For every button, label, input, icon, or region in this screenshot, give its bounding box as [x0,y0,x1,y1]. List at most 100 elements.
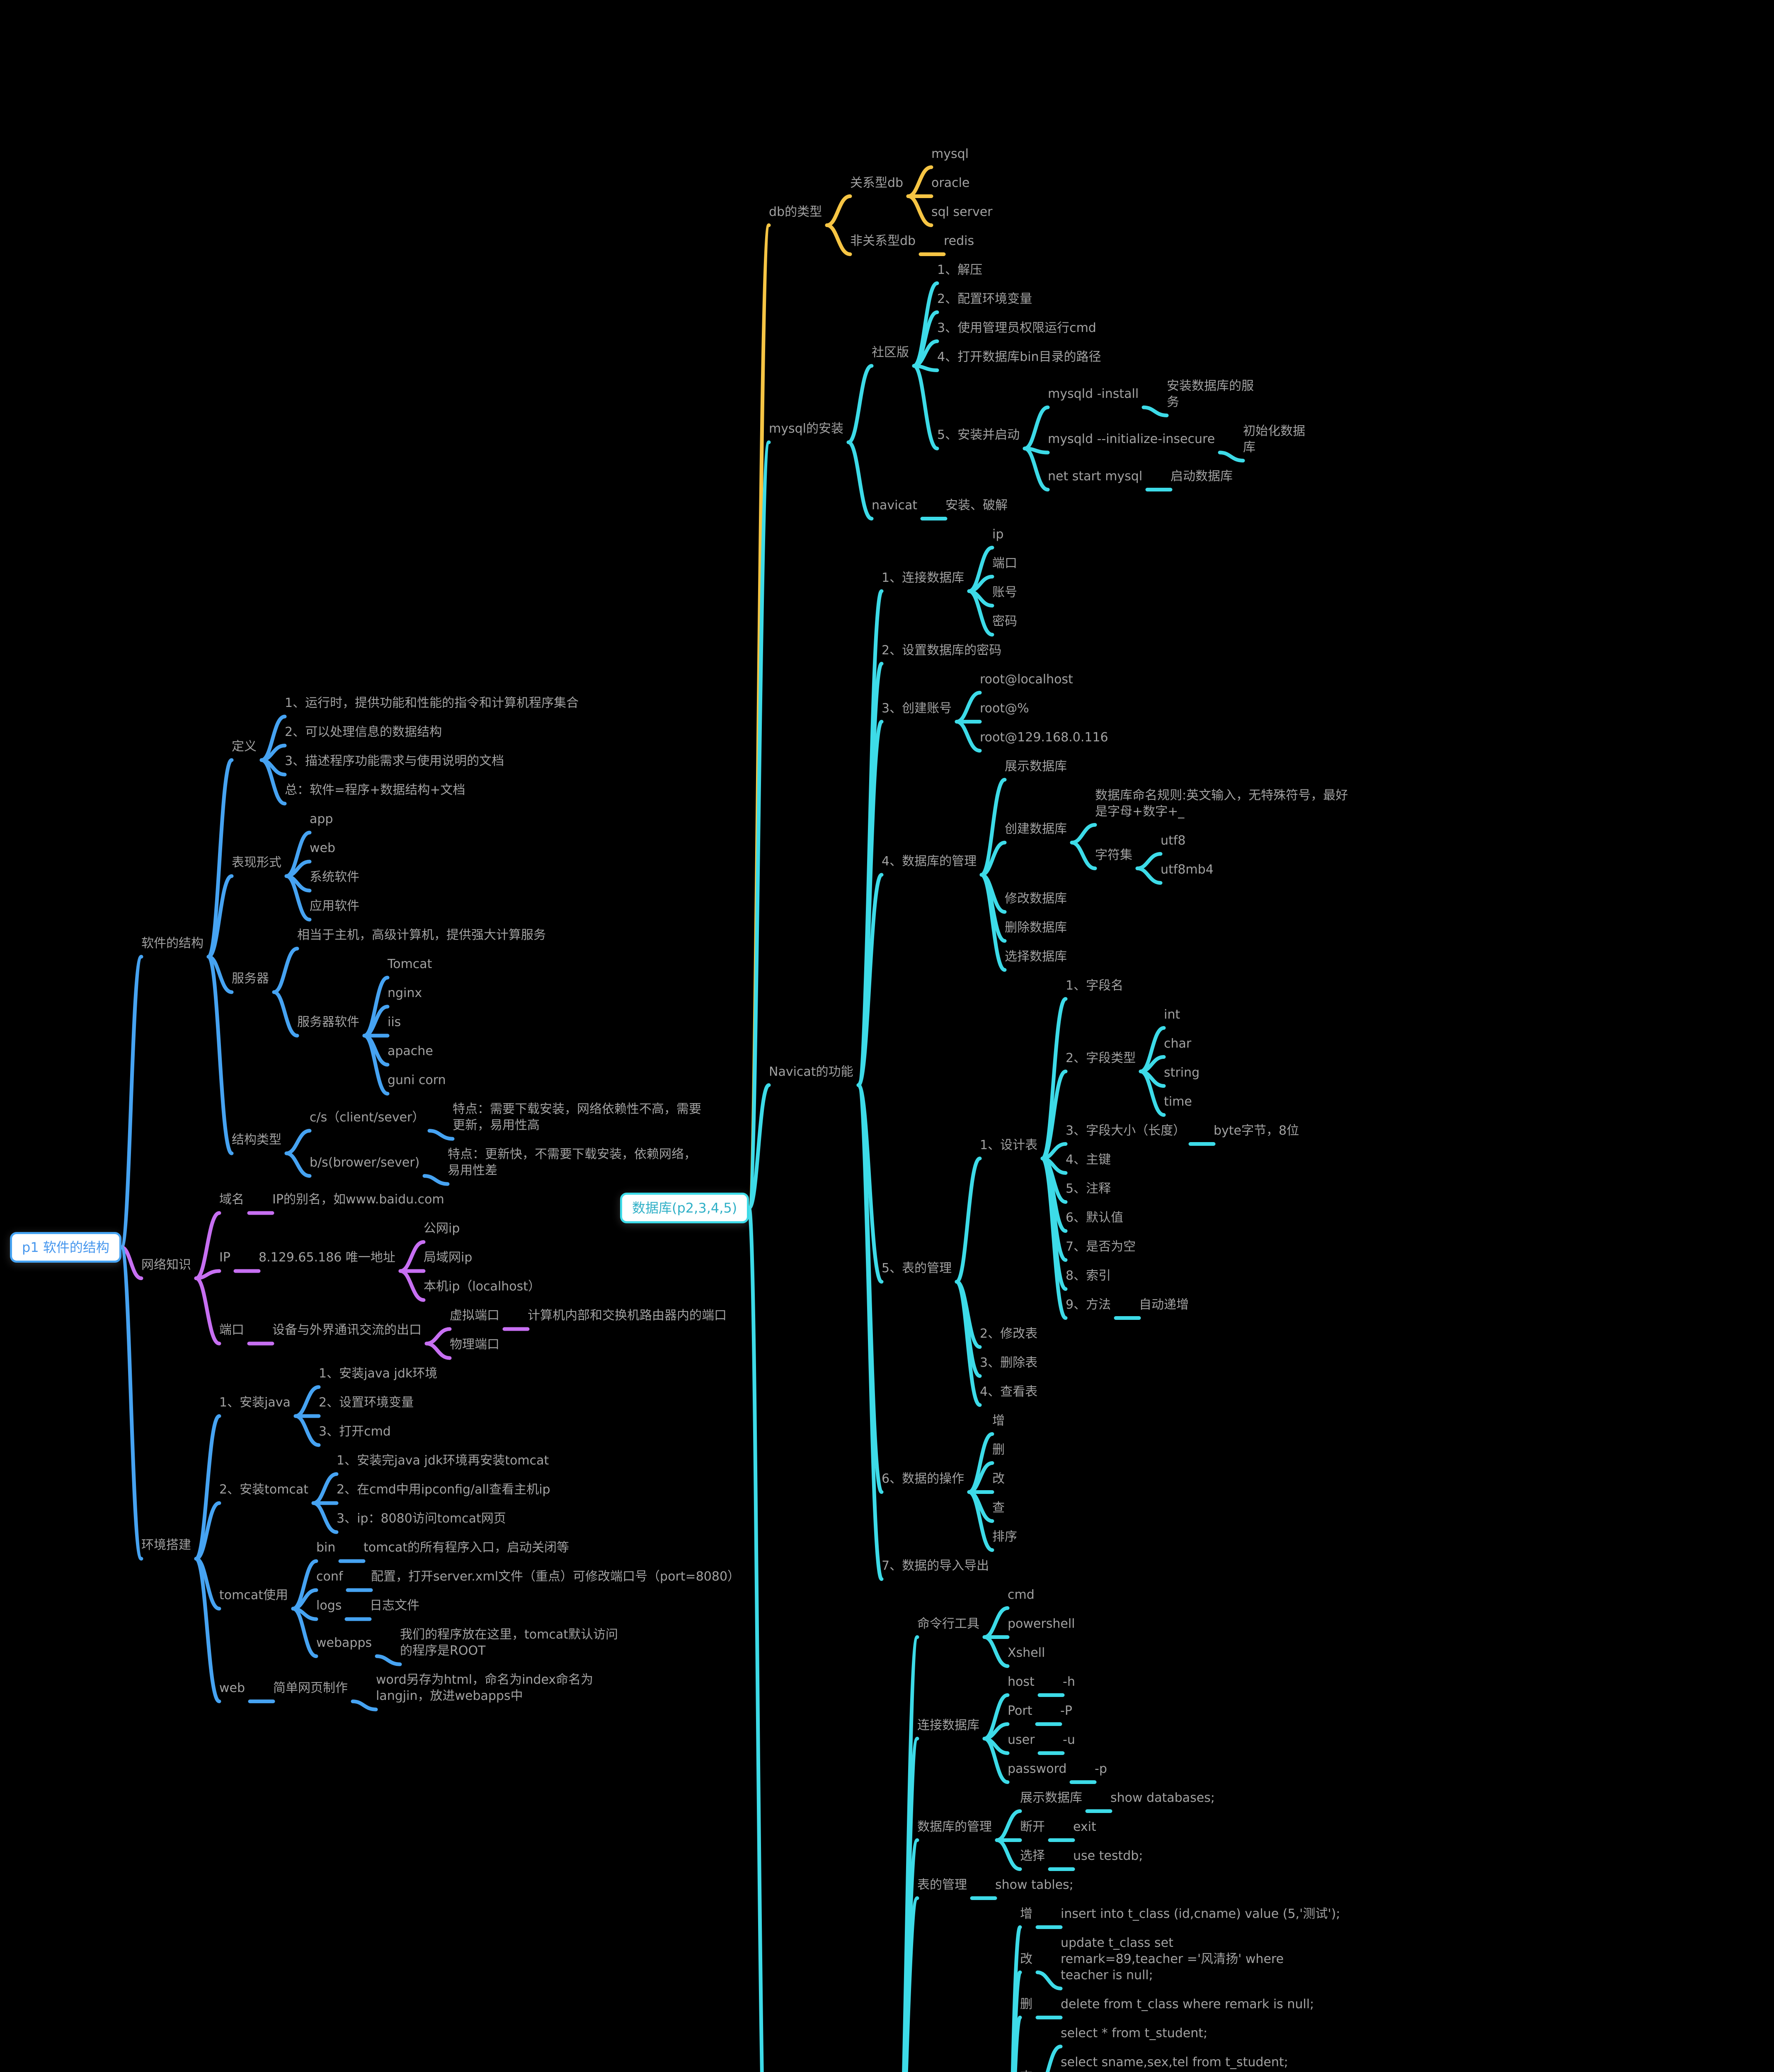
mindmap-node[interactable]: 改 [992,1471,1005,1486]
mindmap-node[interactable]: 启动数据库 [1171,469,1233,484]
mindmap-node[interactable]: use testdb; [1073,1848,1143,1863]
mindmap-node[interactable]: byte字节，8位 [1214,1123,1299,1138]
mindmap-node[interactable]: 相当于主机，高级计算机，提供强大计算服务 [297,928,546,943]
mindmap-node[interactable]: string [1164,1065,1200,1080]
mindmap-node[interactable]: 定义 [232,739,257,754]
mindmap-node[interactable]: 修改数据库 [1005,891,1067,906]
mindmap-node[interactable]: conf [316,1569,343,1584]
mindmap-node[interactable]: 1、字段名 [1066,978,1124,993]
mindmap-node[interactable]: 安装、破解 [945,498,1008,513]
mindmap-node[interactable]: 非关系型db [850,233,916,248]
mindmap-node[interactable]: char [1164,1036,1192,1051]
mindmap-node[interactable]: 命令行工具 [917,1616,979,1631]
mindmap-node[interactable]: 1、解压 [937,262,983,277]
mindmap-node[interactable]: 3、描述程序功能需求与使用说明的文档 [285,754,504,769]
mindmap-node[interactable]: 展示数据库 [1020,1790,1082,1805]
mindmap-node[interactable]: 初始化数据库 [1243,424,1305,455]
mindmap-node[interactable]: 物理端口 [450,1337,499,1352]
mindmap-node[interactable]: sql server [931,204,993,219]
mindmap-node[interactable]: 数据库的管理 [917,1819,992,1834]
mindmap-node[interactable]: Tomcat [388,957,432,972]
mindmap-node[interactable]: webapps [316,1635,372,1650]
mindmap-node[interactable]: update t_class set remark=89,teacher ='风… [1061,1935,1284,1982]
mindmap-node[interactable]: 表现形式 [232,855,281,870]
mindmap-node[interactable]: 3、ip：8080访问tomcat网页 [337,1511,506,1526]
mindmap-node[interactable]: show tables; [995,1877,1074,1892]
mindmap-node[interactable]: apache [388,1044,433,1059]
mindmap-node[interactable]: 密码 [992,614,1017,629]
mindmap-node[interactable]: 3、使用管理员权限运行cmd [937,320,1096,335]
mindmap-node[interactable]: ip [992,527,1004,542]
mindmap-node[interactable]: 2、安装tomcat [219,1482,309,1497]
mindmap-node[interactable]: 应用软件 [310,899,359,914]
mindmap-node[interactable]: 删除数据库 [1005,920,1067,935]
mindmap-node[interactable]: 1、设计表 [980,1138,1038,1152]
mindmap-node[interactable]: 2、可以处理信息的数据结构 [285,725,442,740]
mindmap-node[interactable]: 虚拟端口 [450,1308,499,1323]
mindmap-node[interactable]: 断开 [1020,1819,1045,1834]
mindmap-node[interactable]: 计算机内部和交换机路由器内的端口 [528,1308,727,1323]
mindmap-node[interactable]: 9、方法 [1066,1297,1111,1312]
mindmap-node[interactable]: 4、打开数据库bin目录的路径 [937,349,1101,364]
mindmap-node[interactable]: 增 [992,1413,1005,1428]
mindmap-node[interactable]: 5、注释 [1066,1181,1111,1196]
mindmap-node[interactable]: 配置，打开server.xml文件（重点）可修改端口号（port=8080） [371,1569,740,1584]
mindmap-node[interactable]: 6、数据的操作 [882,1471,965,1486]
mindmap-node[interactable]: db的类型 [769,204,822,219]
mindmap-node[interactable]: 3、打开cmd [319,1424,391,1439]
mindmap-node[interactable]: mysql的安装 [769,421,843,436]
mindmap-node[interactable]: 日志文件 [370,1598,419,1613]
mindmap-node[interactable]: 2、设置数据库的密码 [882,643,1002,658]
mindmap-node[interactable]: 3、创建账号 [882,701,952,716]
mindmap-node[interactable]: 2、字段类型 [1066,1051,1136,1065]
mindmap-node[interactable]: 关系型db [850,175,904,190]
mindmap-node[interactable]: 4、主键 [1066,1152,1111,1167]
mindmap-node[interactable]: -P [1060,1703,1072,1718]
mindmap-node[interactable]: tomcat的所有程序入口，启动关闭等 [364,1540,569,1555]
mindmap-node[interactable]: 8、索引 [1066,1268,1111,1283]
mindmap-node[interactable]: 端口 [219,1323,244,1338]
mindmap-node[interactable]: select * from t_student; [1061,2026,1208,2041]
mindmap-node[interactable]: bin [316,1540,336,1555]
mindmap-node[interactable]: app [310,812,333,827]
mindmap-node[interactable]: 展示数据库 [1005,759,1067,774]
mindmap-node[interactable]: 删 [1020,1997,1032,2011]
mindmap-node[interactable]: 域名 [219,1192,244,1207]
mindmap-node[interactable]: time [1164,1094,1192,1109]
mindmap-node[interactable]: 结构类型 [232,1133,281,1147]
mindmap-node[interactable]: 1、安装java jdk环境 [319,1366,438,1381]
mindmap-node[interactable]: insert into t_class (id,cname) value (5,… [1061,1906,1340,1921]
mindmap-box-node[interactable]: 数据库(p2,3,4,5) [620,1193,749,1223]
mindmap-node[interactable]: 增 [1020,1906,1032,1921]
mindmap-node[interactable]: b/s(brower/sever) [310,1155,420,1170]
mindmap-node[interactable]: 1、运行时，提供功能和性能的指令和计算机程序集合 [285,696,579,711]
mindmap-node[interactable]: -h [1063,1674,1075,1689]
mindmap-node[interactable]: 4、数据库的管理 [882,854,977,869]
mindmap-node[interactable]: -u [1063,1732,1075,1747]
mindmap-node[interactable]: 1、安装完java jdk环境再安装tomcat [337,1453,549,1468]
mindmap-node[interactable]: 安装数据库的服务 [1167,378,1254,409]
mindmap-node[interactable]: 创建数据库 [1005,822,1067,837]
mindmap-node[interactable]: 连接数据库 [917,1718,979,1733]
mindmap-node[interactable]: 选择 [1020,1848,1045,1863]
mindmap-node[interactable]: host [1008,1674,1035,1689]
mindmap-node[interactable]: 服务器 [232,971,269,986]
mindmap-node[interactable]: 2、设置环境变量 [319,1395,414,1410]
mindmap-node[interactable]: cmd [1008,1587,1035,1602]
mindmap-node[interactable]: -p [1095,1761,1107,1776]
mindmap-node[interactable]: root@129.168.0.116 [980,730,1108,745]
mindmap-node[interactable]: c/s（client/sever） [310,1110,425,1125]
mindmap-node[interactable]: 1、安装java [219,1395,291,1410]
mindmap-node[interactable]: 表的管理 [917,1877,967,1892]
mindmap-node[interactable]: utf8 [1161,833,1186,848]
mindmap-node[interactable]: 账号 [992,585,1017,600]
mindmap-node[interactable]: select sname,sex,tel from t_student; [1061,2055,1288,2070]
mindmap-node[interactable]: web [310,841,336,856]
mindmap-node[interactable]: guni corn [388,1073,446,1088]
mindmap-node[interactable]: mysqld --initialize-insecure [1048,432,1215,446]
mindmap-node[interactable]: 改 [1020,1951,1032,1966]
mindmap-node[interactable]: redis [944,233,974,248]
mindmap-node[interactable]: password [1008,1761,1067,1776]
mindmap-node[interactable]: int [1164,1007,1180,1022]
mindmap-node[interactable]: 服务器软件 [297,1015,359,1030]
